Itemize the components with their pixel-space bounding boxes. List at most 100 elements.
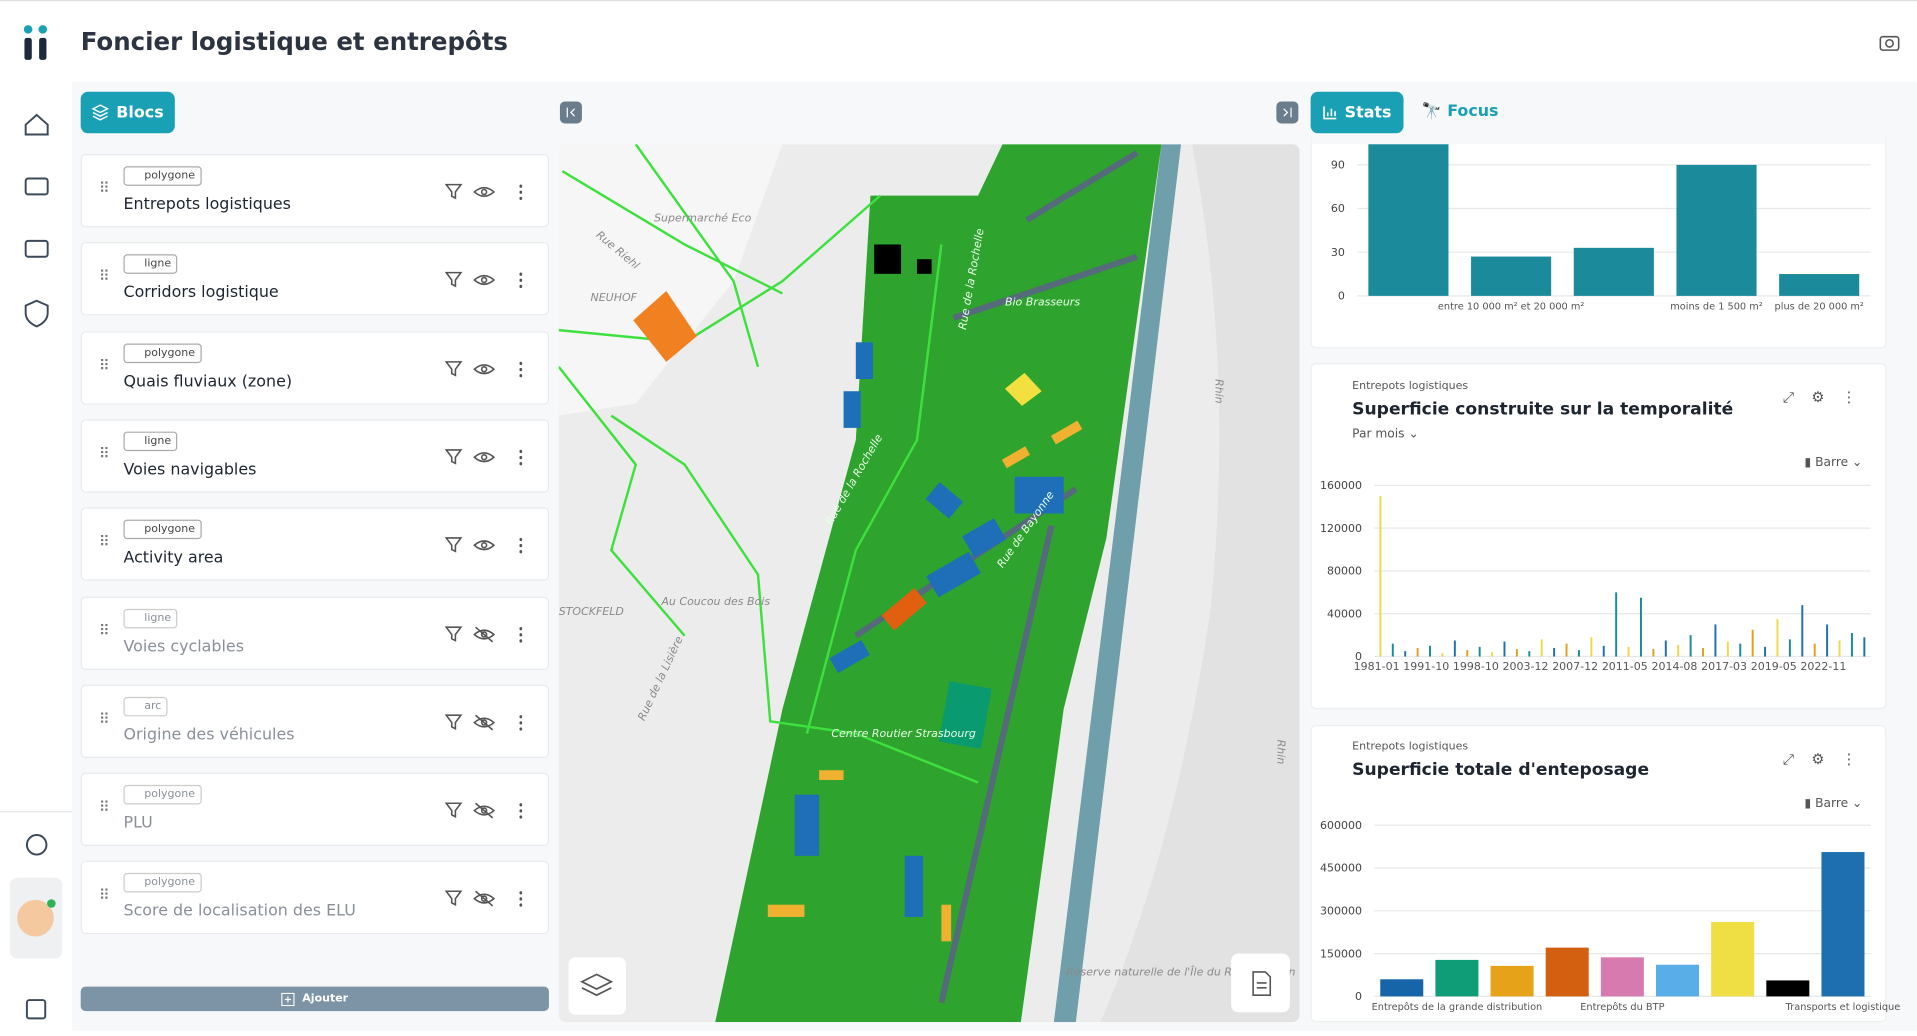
side-nav (0, 80, 73, 1031)
layer-item[interactable]: ⠿ ligne Voies cyclables (80, 596, 549, 670)
eye-icon[interactable] (473, 186, 496, 198)
drag-handle: ⠿ (99, 179, 110, 197)
collapse-icon[interactable] (25, 999, 47, 1020)
layer-name: Entrepots logistiques (123, 195, 291, 214)
layer-item[interactable]: ⠿ ligne Corridors logistique (80, 242, 549, 316)
map-label: Rhin (1275, 740, 1288, 765)
layer-type-tag: polygone (123, 343, 202, 363)
layer-type-tag: ligne (123, 431, 178, 451)
stats-icon (1323, 106, 1337, 120)
eye-off-icon[interactable] (473, 891, 496, 908)
layer-type-tag: polygone (123, 166, 202, 186)
shield-icon[interactable] (24, 299, 49, 328)
screenshot-button[interactable] (1879, 33, 1901, 53)
folder-icon[interactable] (24, 177, 49, 196)
mode-select[interactable]: ▮ Barre ⌄ (1804, 797, 1863, 811)
collapse-left[interactable] (559, 100, 583, 124)
chart-panel-3: Entrepots logistiques Superficie totale … (1310, 724, 1887, 1023)
drag-handle: ⠿ (99, 886, 110, 904)
filter-icon[interactable] (444, 360, 463, 377)
filter-icon[interactable] (444, 625, 463, 642)
home-icon[interactable] (24, 113, 49, 136)
layer-type-tag: polygone (123, 519, 202, 540)
logo (23, 25, 48, 60)
eye-icon[interactable] (473, 363, 496, 374)
panel-actions[interactable]: ⤢⚙⋮ (1782, 750, 1874, 768)
add-button[interactable]: Ajouter (80, 986, 549, 1012)
drag-handle: ⠿ (99, 444, 110, 463)
layer-name: PLU (123, 814, 153, 833)
nav-icons (0, 113, 73, 1020)
chart-panel-1 (1310, 134, 1887, 349)
layer-actions (444, 360, 523, 377)
stats-label: Stats (1344, 103, 1392, 122)
filter-icon[interactable] (444, 890, 463, 907)
map-label: NEUHOF (591, 291, 638, 304)
map-label: STOCKFELD (559, 605, 624, 618)
calendar-icon[interactable] (24, 239, 49, 258)
add-label: Ajouter (302, 992, 349, 1005)
filter-icon[interactable] (444, 802, 463, 819)
layer-name: Score de localisation des ELU (123, 902, 356, 922)
chart-source: Entrepots logistiques (1352, 740, 1469, 754)
layer-item[interactable]: ⠿ polygone Entrepots logistiques (80, 154, 549, 228)
filter-icon[interactable] (444, 272, 463, 288)
chart-title: Superficie construite sur la temporalité (1352, 399, 1734, 420)
period-select[interactable]: Par mois ⌄ (1352, 427, 1419, 442)
eye-off-icon[interactable] (473, 714, 496, 731)
mode-select[interactable]: ▮ Barre ⌄ (1804, 456, 1863, 470)
help-icon[interactable] (25, 834, 48, 856)
layer-item[interactable]: ⠿ arc Origine des véhicules (80, 684, 549, 758)
layer-item[interactable]: ⠿ polygone PLU (80, 772, 549, 847)
layer-item[interactable]: ⠿ polygone Score de localisation des ELU (80, 861, 549, 935)
filter-icon[interactable] (444, 183, 463, 200)
drag-handle: ⠿ (99, 798, 110, 816)
focus-tab[interactable]: 🔭 Focus (1421, 102, 1499, 122)
filter-icon[interactable] (444, 448, 463, 465)
mode-label: Barre (1815, 797, 1849, 811)
eye-icon[interactable] (473, 540, 496, 551)
drag-handle: ⠿ (99, 621, 110, 639)
layer-item[interactable]: ⠿ ligne Voies navigables (80, 419, 549, 493)
eye-icon[interactable] (473, 452, 496, 463)
layer-actions (444, 625, 523, 642)
layer-actions (444, 272, 523, 289)
layer-type-tag: ligne (123, 608, 178, 628)
filter-icon[interactable] (444, 714, 463, 730)
layers-icon (91, 104, 109, 121)
eye-off-icon[interactable] (473, 625, 496, 642)
page-title: Foncier logistique et entrepôts (80, 26, 509, 57)
layer-name: Corridors logistique (123, 284, 279, 303)
eye-off-icon[interactable] (473, 802, 496, 819)
drag-handle: ⠿ (99, 268, 110, 286)
layer-type-tag: arc (123, 696, 168, 717)
layers-control[interactable] (568, 957, 626, 1015)
period-label: Par mois (1352, 427, 1405, 442)
layer-type-tag: polygone (123, 785, 202, 805)
drag-handle: ⠿ (99, 533, 110, 551)
chart-title: Superficie totale d'enteposage (1352, 760, 1650, 781)
mode-label: Barre (1815, 456, 1849, 470)
chart-source: Entrepots logistiques (1352, 380, 1469, 393)
collapse-right[interactable] (1275, 100, 1299, 124)
map-label: Supermarché Eco (654, 211, 751, 224)
layer-actions (444, 537, 523, 554)
filter-icon[interactable] (444, 537, 463, 553)
map-label: Centre Routier Strasbourg (831, 727, 976, 740)
blocks-button[interactable]: Blocs (80, 91, 175, 134)
layer-item[interactable]: ⠿ polygone Activity area (80, 507, 549, 581)
layer-actions (444, 448, 523, 466)
panel-actions[interactable]: ⤢⚙⋮ (1782, 388, 1874, 406)
stats-tab[interactable]: Stats (1310, 91, 1404, 134)
add-icon (281, 992, 295, 1006)
layer-actions (444, 802, 523, 819)
layer-name: Voies cyclables (123, 637, 244, 656)
layer-item[interactable]: ⠿ polygone Quais fluviaux (zone) (80, 330, 549, 405)
map-label: Au Coucou des Bois (660, 595, 770, 608)
layer-actions (444, 714, 523, 731)
eye-icon[interactable] (473, 275, 496, 286)
